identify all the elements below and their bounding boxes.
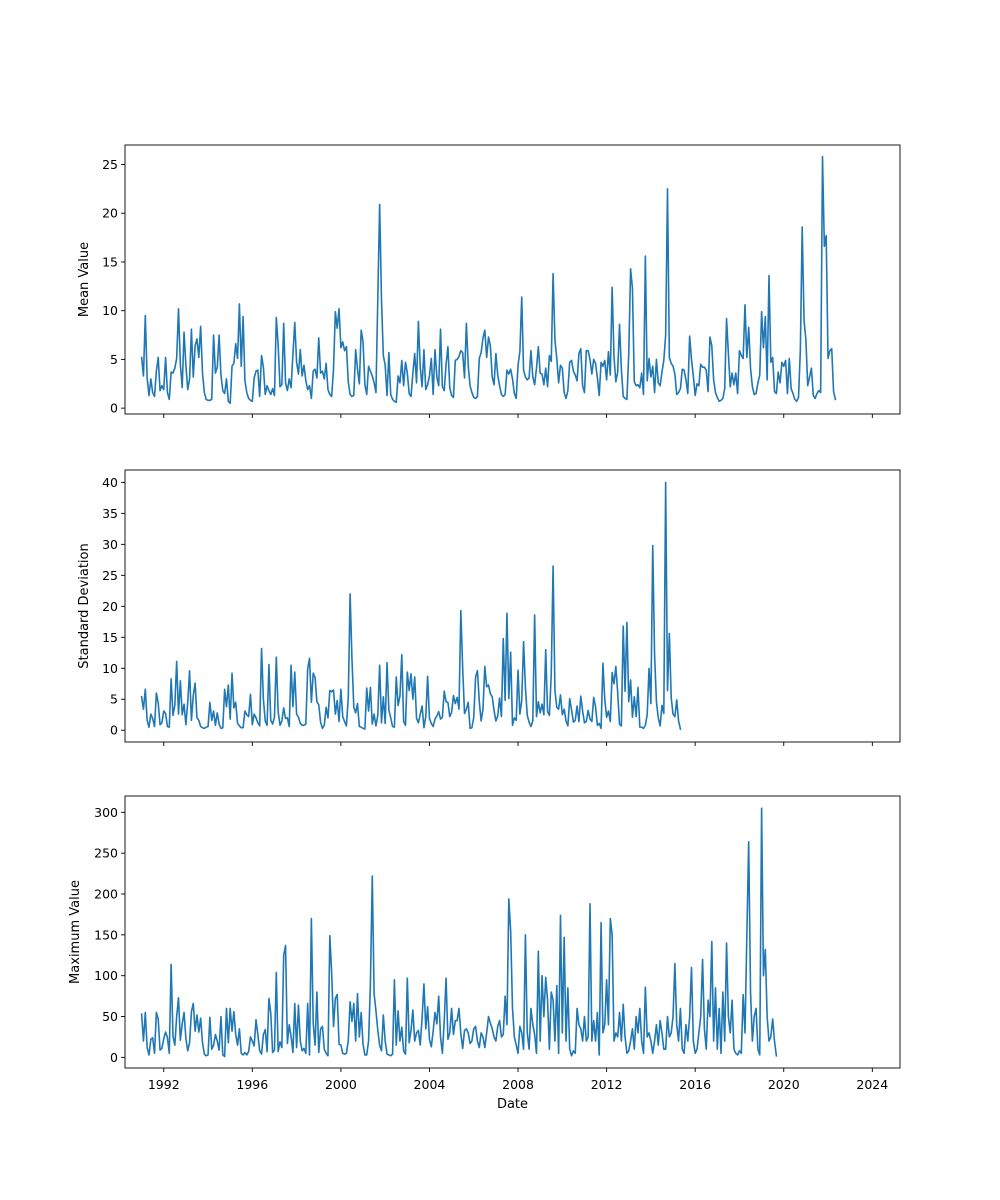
y-tick-label: 5 <box>110 692 118 707</box>
x-tick-label: 2020 <box>768 1077 800 1092</box>
series-line-maximum-value <box>140 807 778 1058</box>
y-tick-label: 5 <box>110 352 118 367</box>
axes-frame <box>124 795 901 1069</box>
x-tick-label: 2024 <box>856 1077 888 1092</box>
y-tick-label: 150 <box>94 927 118 942</box>
x-tick-label: 2016 <box>679 1077 711 1092</box>
y-axis-label: Mean Value <box>77 242 92 317</box>
y-tick-label: 40 <box>102 475 118 490</box>
series-line-standard-deviation <box>140 481 682 730</box>
y-tick-label: 300 <box>94 805 118 820</box>
y-tick-label: 25 <box>102 157 118 172</box>
x-axis-label: Date <box>497 1097 528 1112</box>
x-tick-label: 2008 <box>502 1077 534 1092</box>
panel-maximum-value: 0 50 100 150 200 250 300 1992 1996 2000 2004 2008 20… <box>68 795 901 1112</box>
axes-frame <box>124 144 901 415</box>
y-tick-label: 0 <box>110 1050 118 1065</box>
y-tick-label: 25 <box>102 568 118 583</box>
y-tick-label: 10 <box>102 303 118 318</box>
y-tick-label: 250 <box>94 846 118 861</box>
y-tick-label: 20 <box>102 206 118 221</box>
y-tick-label: 50 <box>102 1009 118 1024</box>
y-tick-label: 15 <box>102 254 118 269</box>
x-tick-label: 2012 <box>591 1077 623 1092</box>
y-tick-label: 10 <box>102 661 118 676</box>
y-tick-label: 100 <box>94 968 118 983</box>
y-axis-label: Maximum Value <box>68 880 83 984</box>
panel-standard-deviation: 0 5 10 15 20 25 30 35 40 Standard Deviation <box>77 469 901 746</box>
y-axis-label: Standard Deviation <box>77 543 92 668</box>
y-tick-label: 0 <box>110 401 118 416</box>
series-line-mean-value <box>140 155 837 405</box>
x-tick-label: 1996 <box>236 1077 268 1092</box>
x-tick-label: 2004 <box>414 1077 446 1092</box>
y-tick-label: 0 <box>110 723 118 738</box>
y-tick-label: 20 <box>102 599 118 614</box>
panel-mean-value: 0 5 10 15 20 25 Mean Value <box>77 144 901 418</box>
y-tick-label: 35 <box>102 506 118 521</box>
y-tick-label: 200 <box>94 887 118 902</box>
y-tick-label: 15 <box>102 630 118 645</box>
x-tick-label: 2000 <box>325 1077 357 1092</box>
x-tick-label: 1992 <box>148 1077 180 1092</box>
y-tick-label: 30 <box>102 537 118 552</box>
